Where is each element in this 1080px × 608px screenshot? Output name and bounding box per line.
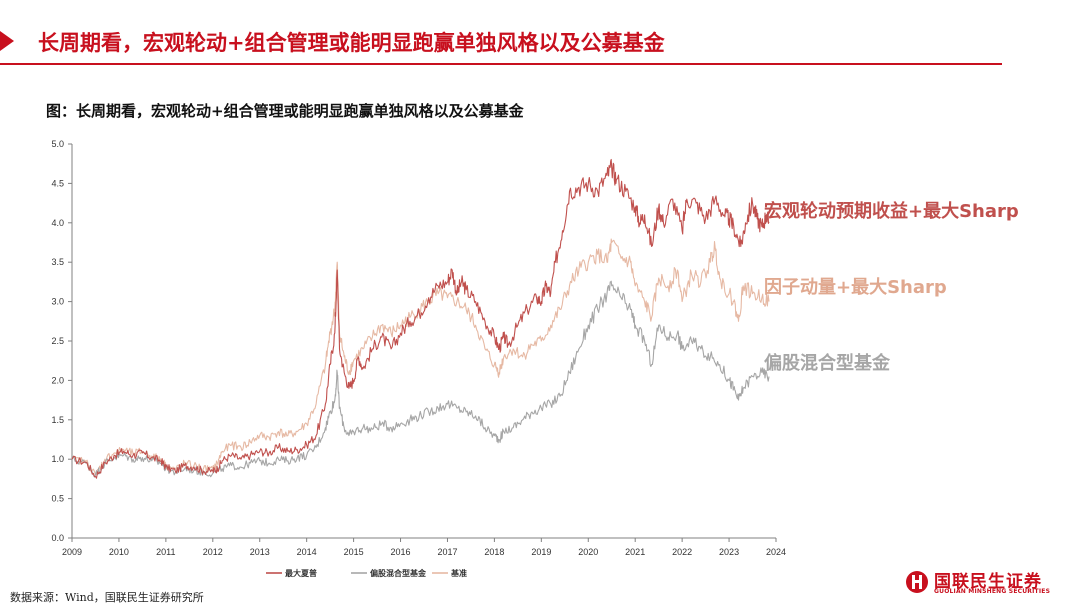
- x-tick-label: 2014: [297, 547, 317, 557]
- source-note: 数据来源：Wind，国联民生证券研究所: [10, 591, 204, 604]
- x-tick-label: 2019: [531, 547, 551, 557]
- y-tick-label: 1.0: [51, 454, 64, 464]
- y-tick-label: 0.5: [51, 494, 64, 504]
- series-end-label: 宏观轮动预期收益+最大Sharp: [764, 200, 1019, 222]
- y-tick-label: 4.0: [51, 218, 64, 228]
- x-tick-label: 2024: [766, 547, 786, 557]
- legend-label: 最大夏普: [285, 568, 317, 578]
- series-end-label: 偏股混合型基金: [764, 352, 891, 374]
- legend-label: 偏股混合型基金: [370, 568, 427, 578]
- line-chart: 2009 2010 2011 2012 2013 2014 2015 2016 2017 2018…: [51, 139, 1019, 578]
- x-tick-label: 2016: [391, 547, 411, 557]
- legend-label: 基准: [450, 568, 467, 578]
- figure-caption: 图：长周期看，宏观轮动+组合管理或能明显跑赢单独风格以及公募基金: [46, 102, 524, 120]
- x-tick-label: 2017: [437, 547, 457, 557]
- x-tick-label: 2018: [484, 547, 504, 557]
- y-tick-label: 3.5: [51, 257, 64, 267]
- x-tick-label: 2015: [344, 547, 364, 557]
- series-line-3: [71, 158, 770, 479]
- x-tick-label: 2009: [62, 547, 82, 557]
- x-tick-label: 2020: [578, 547, 598, 557]
- y-tick-label: 1.5: [51, 415, 64, 425]
- x-tick-label: 2023: [719, 547, 739, 557]
- x-tick-label: 2022: [672, 547, 692, 557]
- y-tick-label: 3.0: [51, 297, 64, 307]
- series-line-1: [71, 238, 770, 476]
- x-tick-label: 2011: [156, 547, 175, 557]
- header-marker: [0, 31, 14, 51]
- slide-title: 长周期看，宏观轮动+组合管理或能明显跑赢单独风格以及公募基金: [38, 30, 665, 55]
- series-end-label: 因子动量+最大Sharp: [764, 276, 947, 298]
- logo-name: 国联民生证券: [934, 572, 1042, 592]
- logo-emblem-icon: [906, 571, 928, 593]
- x-tick-label: 2010: [109, 547, 129, 557]
- y-tick-label: 0.0: [51, 533, 64, 543]
- header-divider: [0, 63, 1002, 65]
- x-tick-label: 2013: [250, 547, 270, 557]
- x-tick-label: 2021: [625, 547, 645, 557]
- y-tick-label: 5.0: [51, 139, 64, 149]
- y-tick-label: 2.0: [51, 375, 64, 385]
- logo-english-name: GUOLIAN MINSHENG SECURITIES: [934, 588, 1051, 595]
- company-logo: 国联民生证券 GUOLIAN MINSHENG SECURITIES: [905, 567, 1070, 599]
- x-tick-label: 2012: [203, 547, 223, 557]
- y-tick-label: 2.5: [51, 336, 64, 346]
- y-tick-label: 4.5: [51, 178, 64, 188]
